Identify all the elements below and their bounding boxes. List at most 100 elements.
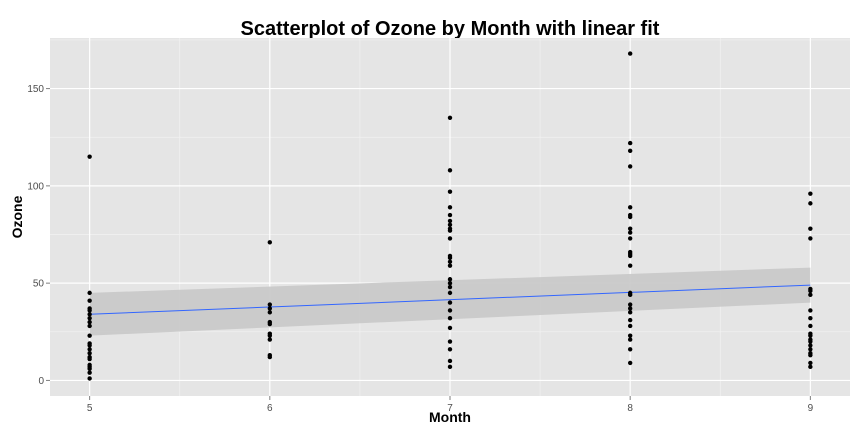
data-point [447, 236, 453, 241]
y-tick-label: 150 [27, 84, 44, 95]
data-point [87, 370, 92, 375]
data-point [447, 189, 453, 194]
data-point [87, 350, 92, 356]
data-point [447, 284, 453, 290]
x-axis-title: Month [429, 409, 471, 425]
data-point [627, 317, 633, 323]
data-point [87, 333, 92, 338]
data-point [447, 212, 453, 218]
data-point [447, 115, 453, 120]
data-point [627, 164, 633, 169]
data-point [808, 339, 813, 344]
data-point [447, 280, 453, 286]
data-point [808, 333, 813, 338]
data-point [267, 321, 273, 327]
data-point [87, 298, 92, 303]
data-point [87, 343, 92, 348]
data-point [627, 310, 633, 315]
data-point [447, 358, 453, 364]
chart-title: Scatterplot of Ozone by Month with linea… [241, 18, 660, 40]
data-point [87, 366, 92, 371]
data-point [808, 315, 813, 321]
data-point [87, 356, 92, 362]
y-tick-label: 0 [38, 376, 44, 387]
data-point [627, 347, 633, 352]
data-point [808, 201, 813, 206]
data-point [808, 343, 813, 348]
data-point [447, 255, 453, 261]
data-point [627, 292, 633, 298]
data-point [808, 364, 813, 370]
data-point [808, 226, 813, 231]
data-point [808, 292, 813, 298]
data-point [627, 337, 633, 342]
data-point [447, 308, 453, 313]
data-point [87, 323, 92, 329]
data-point [627, 306, 633, 311]
data-point [627, 263, 633, 268]
data-point [447, 339, 453, 344]
data-point [808, 352, 813, 358]
data-point [627, 360, 633, 366]
data-point [627, 333, 633, 338]
data-point [627, 230, 633, 235]
data-point [447, 228, 453, 233]
data-point [447, 347, 453, 352]
data-point [627, 302, 633, 307]
y-axis-title: Ozone [9, 195, 25, 238]
data-point [87, 347, 92, 352]
data-point [808, 308, 813, 313]
data-point [447, 300, 453, 305]
data-point [808, 323, 813, 329]
x-tick-label: 9 [808, 403, 814, 414]
x-tick-label: 6 [267, 403, 273, 414]
data-point [87, 315, 92, 321]
data-point [447, 290, 453, 296]
data-point [627, 253, 633, 259]
data-point [627, 51, 633, 56]
data-point [267, 354, 273, 360]
data-point [447, 277, 453, 282]
x-tick-label: 8 [627, 403, 633, 414]
data-point [447, 218, 453, 224]
data-point [627, 236, 633, 241]
data-point [447, 263, 453, 268]
data-point [808, 360, 813, 366]
data-point [267, 310, 273, 315]
y-axis-ticks: 0 50 100 150 [27, 84, 50, 387]
data-point [87, 376, 92, 381]
y-tick-label: 50 [33, 279, 45, 290]
data-point [627, 205, 633, 210]
data-point [87, 308, 92, 313]
data-point [267, 333, 273, 338]
x-axis-ticks: 5 6 7 8 9 [87, 396, 814, 414]
x-tick-label: 7 [447, 403, 453, 414]
data-point [808, 347, 813, 352]
data-points [87, 51, 813, 381]
y-tick-label: 100 [27, 181, 44, 192]
data-point [87, 312, 92, 317]
data-point [808, 288, 813, 294]
data-point [447, 205, 453, 210]
data-point [267, 240, 273, 245]
data-point [447, 325, 453, 331]
data-point [447, 259, 453, 264]
data-point [447, 315, 453, 321]
data-point [627, 214, 633, 220]
data-point [627, 140, 633, 146]
data-point [87, 290, 92, 296]
data-point [808, 191, 813, 196]
data-point [267, 306, 273, 311]
data-point [447, 222, 453, 227]
data-point [627, 323, 633, 329]
data-point [447, 168, 453, 173]
data-point [627, 148, 633, 154]
data-point [808, 236, 813, 241]
data-point [267, 302, 273, 307]
data-point [87, 319, 92, 325]
linear-fit-line [89, 284, 811, 315]
data-point [267, 337, 273, 342]
data-point [87, 154, 92, 159]
data-point [627, 226, 633, 231]
